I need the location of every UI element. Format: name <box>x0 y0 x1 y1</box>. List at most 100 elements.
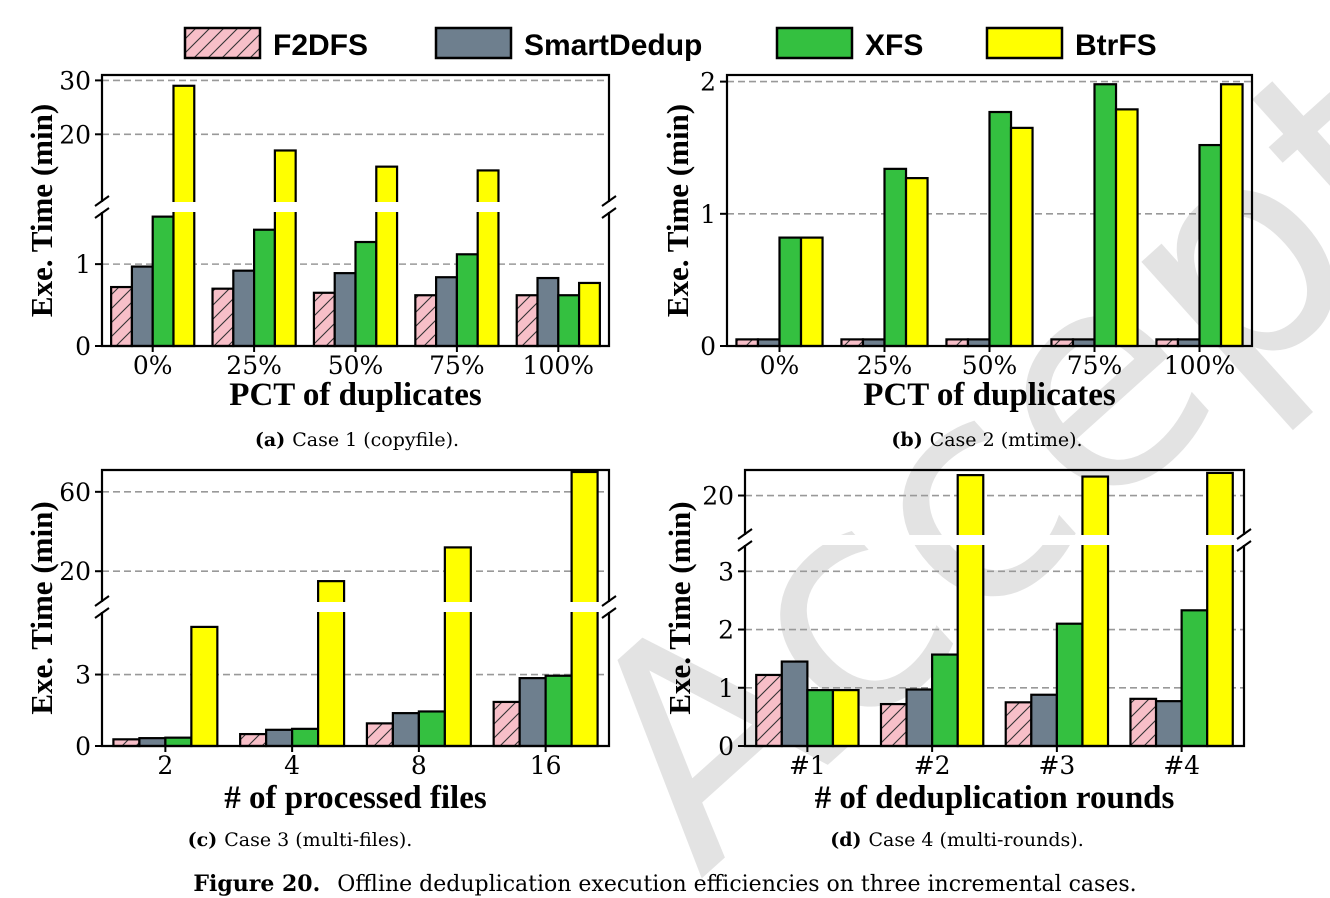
x-axis-title: # of deduplication rounds <box>815 780 1175 816</box>
bar-smartdedup-0 <box>130 265 154 348</box>
bar-btrfs-0 <box>190 625 219 748</box>
subfigure-caption-text: Case 4 (multi-rounds). <box>869 829 1084 851</box>
x-tick-label: 50% <box>328 351 384 380</box>
panel-b: 0 1 2 0% 25% 50% 75% 100% PCT of duplicates Exe. … <box>660 68 1254 451</box>
subfigure-caption: (d) Case 4 (multi-rounds). <box>830 829 1084 851</box>
legend-swatch <box>434 26 513 60</box>
bar-xfs-0 <box>151 215 175 348</box>
bar-xfs-2 <box>417 710 446 748</box>
break-mark <box>601 607 617 619</box>
panel-d: 0 1 2 3 20 #1 #2 #3 #4# of deduplication rounds E… <box>662 468 1252 851</box>
bar-xfs-2 <box>988 110 1013 348</box>
break-mark <box>601 207 617 219</box>
bar-xfs-1 <box>291 727 320 748</box>
bar-smartdedup-0 <box>138 737 167 748</box>
x-tick-label: 0% <box>133 351 173 380</box>
panel-a: 0 1 20 30 0% 25% 50% 75% 100% PCT of duplicates Ex… <box>24 66 617 451</box>
y-tick-label: 20 <box>702 482 734 511</box>
bar-f2dfs-2 <box>312 291 336 348</box>
bar-btrfs-2 <box>1081 475 1110 748</box>
y-tick-label: 20 <box>59 557 91 586</box>
y-tick-label: 3 <box>75 661 91 690</box>
bar-smartdedup-3 <box>1154 700 1183 748</box>
bar-xfs-3 <box>455 253 479 348</box>
series-smartdedup <box>130 265 560 348</box>
y-tick-label: 1 <box>700 200 716 229</box>
bar-f2dfs-4 <box>515 294 539 348</box>
bar-smartdedup-2 <box>391 712 420 748</box>
subfigure-caption-text: Case 1 (copyfile). <box>292 429 459 451</box>
y-tick-label: 30 <box>59 66 91 95</box>
x-tick-label: 75% <box>1067 351 1123 380</box>
x-tick-label: #3 <box>1038 751 1075 780</box>
series-f2dfs <box>755 673 1158 748</box>
y-tick-label: 20 <box>59 120 91 149</box>
axis-frame-lower <box>743 545 1246 748</box>
bar-smartdedup-2 <box>333 272 357 348</box>
bar-btrfs-1 <box>273 149 297 348</box>
bar-f2dfs-0 <box>110 285 134 348</box>
bar-btrfs-0 <box>172 84 196 348</box>
bar-btrfs-2 <box>443 546 472 748</box>
bar-smartdedup-1 <box>265 728 294 748</box>
x-tick-label: 8 <box>411 751 427 780</box>
bar-smartdedup-3 <box>518 677 547 748</box>
y-tick-label: 0 <box>75 732 91 761</box>
y-tick-label: 3 <box>718 557 734 586</box>
x-axis-title: PCT of duplicates <box>229 377 482 413</box>
bar-f2dfs-3 <box>414 294 438 348</box>
bar-f2dfs-0 <box>755 673 783 748</box>
subfigure-caption-label: (a) <box>255 429 285 451</box>
x-tick-label: 100% <box>1164 351 1235 380</box>
bar-btrfs-0 <box>799 236 824 348</box>
legend-label: BtrFS <box>1075 29 1157 62</box>
bar-btrfs-0 <box>831 688 860 748</box>
x-tick-label: #4 <box>1163 751 1200 780</box>
y-tick-label: 1 <box>75 250 91 279</box>
axis-frame-upper <box>100 468 611 602</box>
bar-xfs-1 <box>931 653 959 748</box>
bar-xfs-3 <box>1180 609 1209 748</box>
x-tick-label: 16 <box>530 751 562 780</box>
bar-xfs-0 <box>778 236 803 348</box>
axis-frame-lower <box>100 612 611 748</box>
subfigure-caption: (c) Case 3 (multi-files). <box>188 829 413 851</box>
bar-smartdedup-1 <box>232 269 256 348</box>
figure-caption: Figure 20. Offline deduplication executi… <box>193 871 1136 897</box>
bar-f2dfs-3 <box>1129 697 1158 748</box>
y-axis-title: Exe. Time (min) <box>662 501 697 714</box>
legend: F2DFS SmartDedup XFS BtrFS <box>183 26 1157 62</box>
bar-smartdedup-2 <box>1030 693 1058 748</box>
legend-label: SmartDedup <box>524 29 702 62</box>
bar-f2dfs-3 <box>492 700 521 748</box>
figure-caption-text: Offline deduplication execution efficien… <box>337 872 1136 897</box>
x-tick-label: 100% <box>523 351 594 380</box>
subfigure-caption-text: Case 3 (multi-files). <box>224 829 412 851</box>
series-btrfs <box>799 83 1244 348</box>
panel-c: 0 3 20 60 2 4 8 16 # of processed files Exe. Time… <box>24 468 617 851</box>
bar-xfs-3 <box>544 674 573 748</box>
bar-xfs-0 <box>164 736 193 748</box>
break-mark <box>1236 540 1252 552</box>
x-axis-title: # of processed files <box>224 780 487 816</box>
subfigure-caption: (a) Case 1 (copyfile). <box>255 429 459 451</box>
x-tick-label: 2 <box>157 751 173 780</box>
bar-xfs-1 <box>253 228 276 348</box>
bar-xfs-4 <box>557 294 581 348</box>
x-tick-label: 25% <box>857 351 913 380</box>
y-tick-label: 0 <box>75 332 91 361</box>
break-mark <box>94 195 110 207</box>
subfigure-caption-text: Case 2 (mtime). <box>930 429 1083 451</box>
break-mark <box>601 595 617 607</box>
bar-f2dfs-1 <box>211 287 235 348</box>
bar-f2dfs-2 <box>365 722 394 748</box>
subfigure-caption-label: (d) <box>830 829 861 851</box>
bar-btrfs-4 <box>577 281 601 348</box>
bar-btrfs-3 <box>1114 108 1139 348</box>
legend-item-btrfs: BtrFS <box>985 26 1157 62</box>
y-tick-label: 60 <box>59 478 91 507</box>
y-tick-label: 2 <box>700 68 716 97</box>
bar-btrfs-1 <box>904 177 929 348</box>
